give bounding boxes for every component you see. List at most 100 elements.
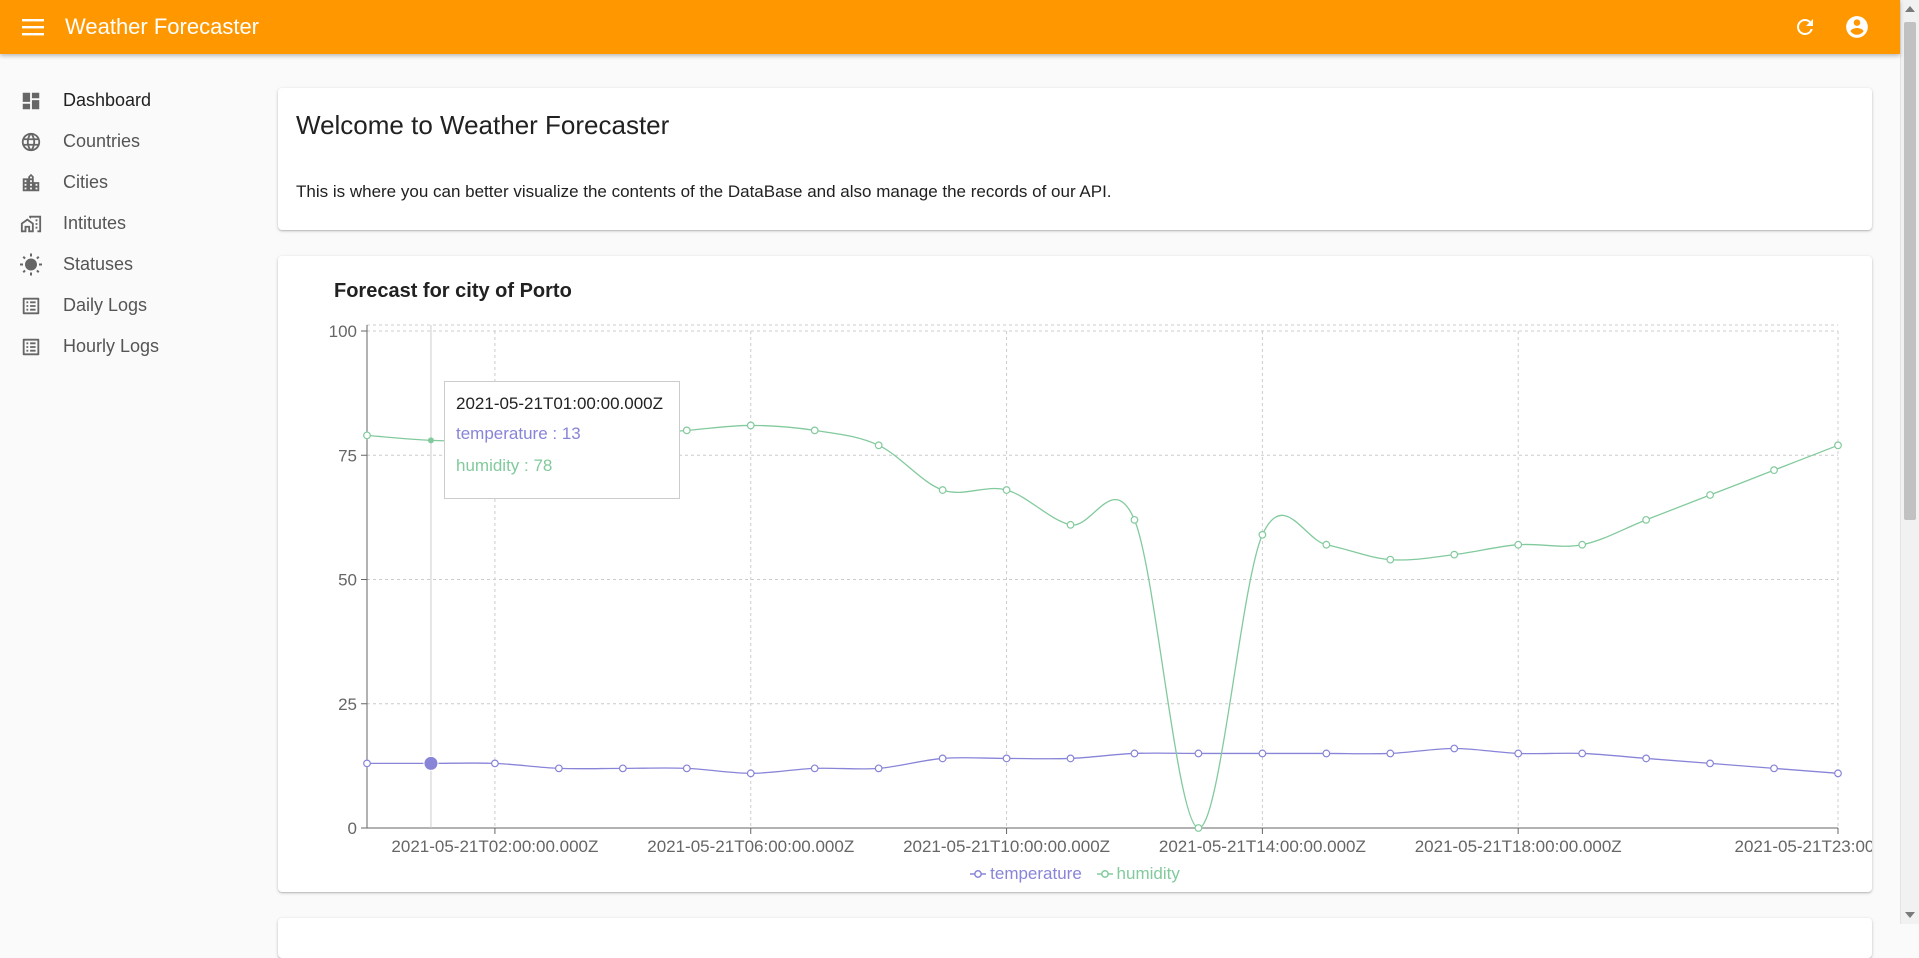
welcome-description: This is where you can better visualize t… <box>296 182 1112 201</box>
chart-title: Forecast for city of Porto <box>334 280 572 302</box>
temperature-point[interactable] <box>746 769 755 778</box>
y-tick-label: 0 <box>348 819 357 838</box>
temperature-point[interactable] <box>1002 754 1011 763</box>
x-tick-label: 2021-05-21T06:00:00.000Z <box>647 837 854 856</box>
humidity-point[interactable] <box>1578 540 1587 549</box>
temperature-point[interactable] <box>1386 749 1395 758</box>
account-circle-icon <box>1846 16 1868 38</box>
chart-legend: temperature humidity <box>278 864 1872 884</box>
temperature-point[interactable] <box>363 759 371 768</box>
refresh-icon <box>1797 19 1813 35</box>
temperature-point[interactable] <box>1706 759 1714 768</box>
chart-tooltip: 2021-05-21T01:00:00.000Z temperature : 1… <box>444 381 680 499</box>
humidity-point[interactable] <box>1002 486 1011 494</box>
temperature-point[interactable] <box>874 764 883 773</box>
temperature-point[interactable] <box>1834 769 1842 778</box>
legend-item-temperature[interactable]: temperature <box>970 864 1082 884</box>
x-tick-label: 2021-05-21T02:00:00.000Z <box>391 837 598 856</box>
humidity-point[interactable] <box>1834 441 1842 450</box>
humidity-point[interactable] <box>1386 555 1395 564</box>
list-icon <box>19 294 43 318</box>
sidebar-item-dashboard[interactable]: Dashboard <box>0 80 265 121</box>
temperature-point[interactable] <box>1130 749 1139 758</box>
sidebar-item-label: Cities <box>63 172 109 192</box>
temperature-point[interactable] <box>1258 749 1267 758</box>
temperature-line <box>366 747 1839 774</box>
sidebar-item-countries[interactable]: Countries <box>0 121 265 162</box>
sidebar-item-statuses[interactable]: Statuses <box>0 244 265 285</box>
dashboard-icon <box>19 89 43 113</box>
tooltip-temperature: temperature : 13 <box>456 424 581 443</box>
humidity-point[interactable] <box>363 431 371 440</box>
account-button[interactable] <box>1837 7 1877 47</box>
legend-item-humidity[interactable]: humidity <box>1096 864 1180 884</box>
humidity-point[interactable] <box>810 426 819 435</box>
scroll-down-icon[interactable] <box>1905 912 1915 918</box>
page-scrollbar[interactable] <box>1900 0 1919 924</box>
scroll-up-icon[interactable] <box>1905 6 1915 12</box>
humidity-point[interactable] <box>1066 520 1075 529</box>
humidity-point[interactable] <box>1322 540 1331 549</box>
humidity-point[interactable] <box>1450 550 1459 559</box>
temperature-point[interactable] <box>1322 749 1331 758</box>
sidebar-item-label: Daily Logs <box>63 295 148 315</box>
city-icon <box>19 171 43 195</box>
x-tick-label: 2021-05-21T14:00:00.000Z <box>1159 837 1366 856</box>
refresh-button[interactable] <box>1785 7 1825 47</box>
legend-line-icon <box>970 870 987 878</box>
list-icon <box>19 335 43 359</box>
humidity-point[interactable] <box>682 426 691 435</box>
app-title: Weather Forecaster <box>65 14 260 39</box>
menu-icon <box>22 19 44 36</box>
temperature-point[interactable] <box>618 764 627 773</box>
legend-label: humidity <box>1116 864 1180 883</box>
temperature-point[interactable] <box>1514 749 1523 758</box>
temperature-point[interactable] <box>1194 749 1203 758</box>
y-tick-label: 100 <box>329 322 357 341</box>
humidity-point[interactable] <box>1258 530 1267 539</box>
humidity-point[interactable] <box>1706 491 1714 499</box>
humidity-point[interactable] <box>1194 824 1203 832</box>
y-tick-label: 50 <box>338 571 357 590</box>
sun-icon <box>19 253 43 277</box>
temperature-point[interactable] <box>1578 749 1587 758</box>
chart-card: Forecast for city of Porto 0 25 50 75 100 202… <box>278 256 1872 892</box>
sidebar-item-daily-logs[interactable]: Daily Logs <box>0 285 265 326</box>
next-card <box>278 918 1872 958</box>
menu-button[interactable] <box>19 13 47 41</box>
humidity-point[interactable] <box>1770 466 1778 475</box>
temperature-point[interactable] <box>491 759 499 768</box>
tooltip-label: 2021-05-21T01:00:00.000Z <box>456 394 663 413</box>
temperature-point[interactable] <box>1642 754 1651 763</box>
sidebar-item-intitutes[interactable]: Intitutes <box>0 203 265 244</box>
temperature-active-point[interactable] <box>423 755 439 771</box>
humidity-point[interactable] <box>1642 515 1651 524</box>
temperature-point[interactable] <box>554 764 563 773</box>
sidebar-item-cities[interactable]: Cities <box>0 162 265 203</box>
y-tick-label: 25 <box>338 695 357 714</box>
humidity-point[interactable] <box>938 486 947 494</box>
forecast-chart[interactable]: 0 25 50 75 100 2021-05-21T02:00:00.000Z 2021-0… <box>278 256 1872 856</box>
scrollbar-thumb[interactable] <box>1904 22 1916 520</box>
sidebar: Dashboard Countries Cities Intitutes Sta… <box>0 54 265 924</box>
x-tick-label: 2021-05-21T18:00:00.000Z <box>1415 837 1622 856</box>
humidity-point[interactable] <box>874 441 883 450</box>
sidebar-item-label: Hourly Logs <box>63 336 160 356</box>
app-bar: Weather Forecaster <box>0 0 1900 54</box>
welcome-card: Welcome to Weather Forecaster This is wh… <box>278 88 1872 230</box>
sidebar-item-hourly-logs[interactable]: Hourly Logs <box>0 326 265 367</box>
page-title: Welcome to Weather Forecaster <box>296 110 670 140</box>
humidity-point[interactable] <box>746 421 755 430</box>
temperature-point[interactable] <box>1450 744 1459 753</box>
sidebar-item-label: Countries <box>63 131 141 151</box>
sidebar-item-label: Dashboard <box>63 90 152 110</box>
temperature-point[interactable] <box>1770 764 1778 773</box>
temperature-point[interactable] <box>1066 754 1075 763</box>
temperature-point[interactable] <box>938 754 947 763</box>
humidity-point[interactable] <box>1130 515 1139 524</box>
temperature-point[interactable] <box>682 764 691 773</box>
humidity-point[interactable] <box>1514 540 1523 549</box>
tooltip-humidity: humidity : 78 <box>456 456 553 475</box>
temperature-point[interactable] <box>810 764 819 773</box>
humidity-active-point[interactable] <box>427 437 434 444</box>
